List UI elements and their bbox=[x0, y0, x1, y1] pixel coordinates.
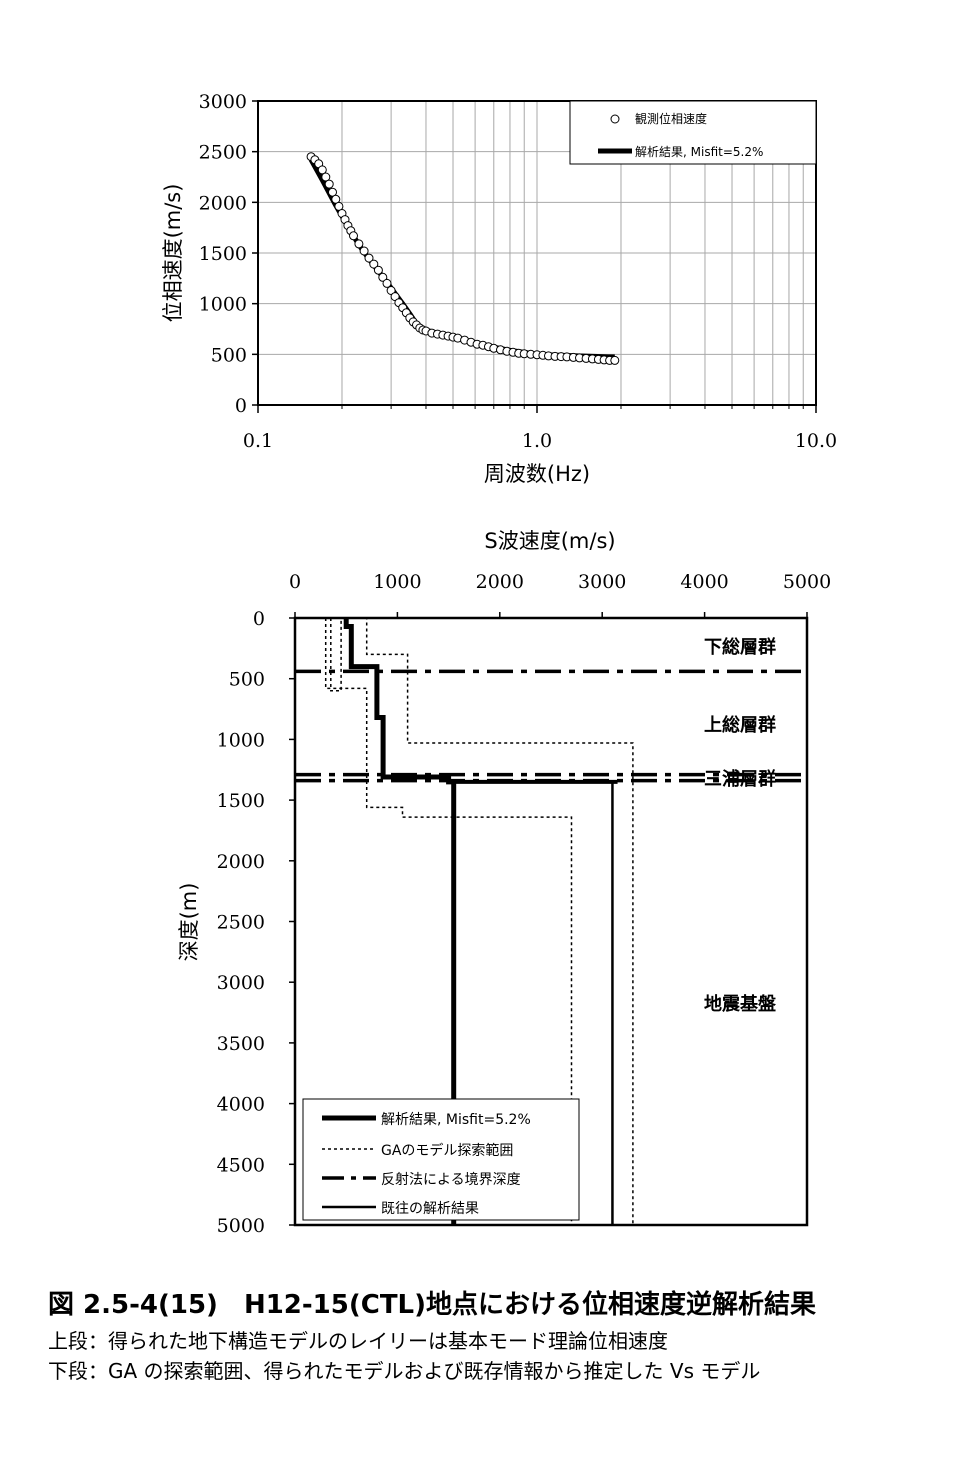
figure-caption-line-1: 上段：得られた地下構造モデルのレイリーは基本モード理論位相速度 bbox=[48, 1329, 668, 1353]
legend-label-previous: 既往の解析結果 bbox=[381, 1201, 479, 1217]
bottom-y-tick-label: 3000 bbox=[217, 972, 265, 994]
top-y-tick-label: 3000 bbox=[199, 91, 247, 113]
observed-point bbox=[328, 187, 337, 197]
bottom-x-tick-label: 0 bbox=[289, 571, 301, 593]
legend-label-reflection: 反射法による境界深度 bbox=[381, 1172, 521, 1188]
bottom-y-tick-label: 5000 bbox=[217, 1215, 265, 1237]
bottom-x-tick-label: 1000 bbox=[373, 571, 421, 593]
zone-label-bedrock: 地震基盤 bbox=[704, 993, 777, 1015]
top-x-tick-label: 10.0 bbox=[795, 430, 837, 452]
bottom-x-axis-label: S波速度(m/s) bbox=[484, 529, 615, 553]
vs-profile-chart: S波速度(m/s) 深度(m) 0 1000 2000 3000 4000 5000 0 50… bbox=[177, 529, 831, 1237]
ga-range-line bbox=[324, 618, 573, 1225]
observed-point bbox=[317, 165, 327, 175]
observed-point bbox=[324, 179, 334, 189]
observed-point bbox=[369, 259, 379, 269]
bottom-y-tick-label: 3500 bbox=[217, 1033, 265, 1055]
top-y-tick-label: 1500 bbox=[199, 243, 247, 265]
figure-caption-line-2: 下段：GA の探索範囲、得られたモデルおよび既存情報から推定した Vs モデル bbox=[48, 1359, 761, 1383]
top-y-axis-label: 位相速度(m/s) bbox=[161, 184, 185, 323]
bottom-x-tick-label: 3000 bbox=[578, 571, 626, 593]
ga-range-line bbox=[330, 617, 634, 1225]
legend-label-ga-range: GAのモデル探索範囲 bbox=[381, 1142, 513, 1159]
bottom-y-axis-label: 深度(m) bbox=[177, 883, 201, 962]
zone-label-shimousa: 下総層群 bbox=[704, 636, 776, 658]
top-y-tick-label: 0 bbox=[235, 395, 247, 417]
top-ticks: 0 500 1000 1500 2000 2500 3000 0.1 1.0 10.0 bbox=[199, 91, 838, 452]
top-y-tick-label: 1000 bbox=[199, 294, 247, 316]
bottom-y-tick-label: 1500 bbox=[217, 790, 265, 812]
observed-point bbox=[373, 265, 383, 275]
bottom-y-tick-label: 2500 bbox=[217, 912, 265, 934]
analysis-step-line bbox=[343, 618, 457, 1225]
top-y-tick-label: 2500 bbox=[199, 142, 247, 164]
bottom-y-tick-label: 0 bbox=[253, 608, 265, 630]
analysis-line bbox=[308, 158, 615, 360]
observed-point bbox=[610, 355, 620, 365]
legend-label-observed: 観測位相速度 bbox=[635, 111, 707, 126]
observed-point bbox=[382, 278, 392, 288]
bottom-x-tick-label: 5000 bbox=[783, 571, 831, 593]
bottom-y-tick-label: 4500 bbox=[217, 1154, 265, 1176]
bottom-y-tick-label: 1000 bbox=[217, 729, 265, 751]
observed-point bbox=[364, 253, 374, 263]
observed-point bbox=[321, 172, 331, 182]
bottom-y-tick-label: 2000 bbox=[217, 851, 265, 873]
top-series bbox=[306, 152, 620, 365]
figure-caption-title: 図 2.5-4(15) H12-15(CTL)地点における位相速度逆解析結果 bbox=[48, 1290, 817, 1320]
zone-label-miura: 三浦層群 bbox=[704, 768, 776, 790]
observed-point bbox=[378, 272, 388, 282]
bottom-series bbox=[295, 617, 807, 1225]
bottom-plot-frame bbox=[293, 616, 809, 1227]
zone-label-kazusa: 上総層群 bbox=[704, 714, 776, 736]
bottom-ticks: 0 1000 2000 3000 4000 5000 0 500 1000 1500 2000 250… bbox=[217, 571, 832, 1237]
bottom-y-tick-label: 4000 bbox=[217, 1094, 265, 1116]
bottom-x-tick-label: 2000 bbox=[476, 571, 524, 593]
top-legend: 観測位相速度 解析結果, Misfit=5.2% bbox=[569, 100, 817, 165]
top-x-axis-label: 周波数(Hz) bbox=[484, 462, 590, 486]
observed-point bbox=[354, 239, 364, 249]
phase-velocity-chart: 0 500 1000 1500 2000 2500 3000 0.1 1.0 10.0 観測位相速… bbox=[161, 91, 837, 486]
top-x-tick-label: 0.1 bbox=[243, 430, 273, 452]
observed-point bbox=[386, 286, 396, 295]
bottom-x-tick-label: 4000 bbox=[680, 571, 728, 593]
top-y-tick-label: 2000 bbox=[199, 192, 247, 214]
zone-labels: 下総層群 上総層群 三浦層群 地震基盤 bbox=[704, 636, 777, 1015]
top-y-tick-label: 500 bbox=[211, 344, 247, 366]
top-x-tick-label: 1.0 bbox=[522, 430, 552, 452]
bottom-y-tick-label: 500 bbox=[229, 669, 265, 691]
observed-point bbox=[359, 246, 369, 256]
observed-point bbox=[349, 231, 358, 241]
legend-label-result: 解析結果, Misfit=5.2% bbox=[381, 1112, 531, 1128]
legend-label-analysis: 解析結果, Misfit=5.2% bbox=[635, 145, 763, 159]
legend-symbol-observed bbox=[610, 114, 620, 124]
bottom-legend: 解析結果, Misfit=5.2% GAのモデル探索範囲 反射法による境界深度 … bbox=[302, 1098, 580, 1221]
